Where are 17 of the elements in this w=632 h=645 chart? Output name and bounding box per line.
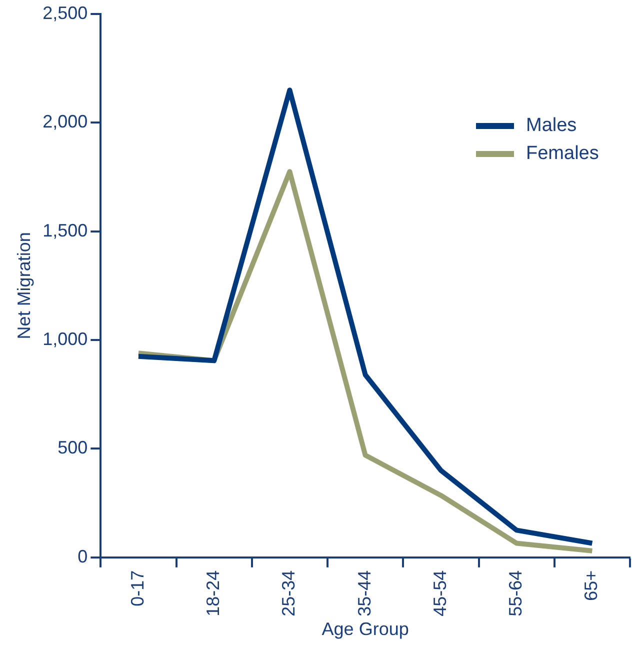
y-tick-label: 1,500 bbox=[42, 220, 88, 240]
legend-label: Males bbox=[526, 115, 577, 137]
x-tick-label: 25-34 bbox=[278, 570, 299, 616]
x-axis-title: Age Group bbox=[322, 619, 409, 640]
y-tick-label: 2,500 bbox=[42, 2, 88, 23]
y-tick-label: 2,000 bbox=[42, 112, 88, 132]
x-tick-label: 18-24 bbox=[203, 570, 224, 616]
x-tick-label: 45-54 bbox=[430, 570, 450, 616]
y-tick-label: 1,000 bbox=[42, 328, 88, 349]
y-tick-label: 0 bbox=[78, 546, 88, 566]
y-axis-title: Net Migration bbox=[14, 232, 34, 340]
legend-label: Females bbox=[526, 143, 599, 165]
x-tick-label: 35-44 bbox=[354, 570, 374, 616]
y-tick-label: 500 bbox=[58, 438, 88, 458]
x-tick-label: 65+ bbox=[581, 570, 602, 601]
x-tick-label: 0-17 bbox=[127, 570, 148, 606]
x-tick-label: 55-64 bbox=[506, 570, 526, 616]
